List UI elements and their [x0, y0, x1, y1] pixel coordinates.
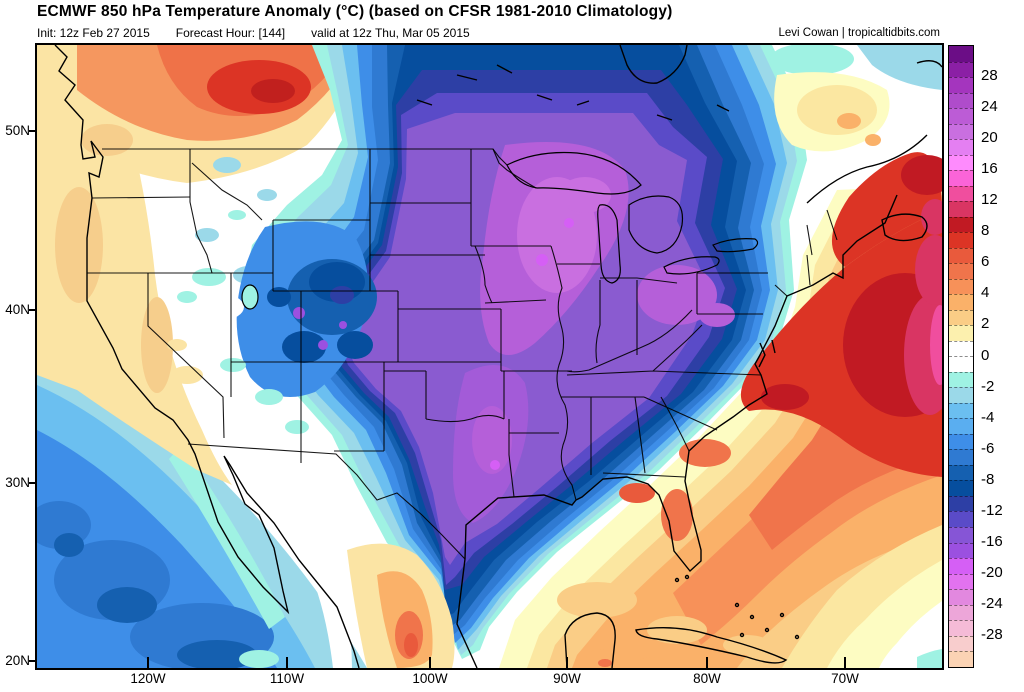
y-axis-label: 40N — [5, 302, 30, 317]
y-axis-label: 50N — [5, 123, 30, 138]
colorbar-segment — [949, 589, 973, 605]
colorbar-segment — [949, 139, 973, 155]
colorbar-segment — [949, 108, 973, 124]
colorbar-tick-label: -24 — [981, 594, 1003, 612]
colorbar-segment — [949, 620, 973, 636]
colorbar-segment — [949, 558, 973, 574]
colorbar-segment — [949, 495, 973, 512]
colorbar-segment — [949, 325, 973, 341]
colorbar-segment — [949, 201, 973, 217]
colorbar-tick-label: -28 — [981, 625, 1003, 643]
colorbar-segment — [949, 635, 973, 652]
colorbar-tick-label: -8 — [981, 470, 995, 488]
colorbar-segment — [949, 573, 973, 590]
colorbar-segment — [949, 340, 973, 357]
mexico-warm-region — [347, 543, 455, 668]
colorbar-segment — [949, 433, 973, 450]
y-axis-label: 30N — [5, 475, 30, 490]
anomaly-map — [37, 45, 942, 668]
y-axis-tick — [29, 660, 35, 662]
colorbar-segment — [949, 77, 973, 93]
colorbar-segment — [949, 511, 973, 527]
colorbar-tick-label: 20 — [981, 129, 998, 147]
colorbar-segment — [949, 418, 973, 434]
colorbar-segment — [949, 402, 973, 419]
colorbar-tick-label: 28 — [981, 67, 998, 85]
colorbar-tick-label: 24 — [981, 98, 998, 116]
y-axis-label: 20N — [5, 653, 30, 668]
colorbar-tick-label: 16 — [981, 160, 998, 178]
colorbar-segment — [949, 232, 973, 248]
x-axis-ticks — [147, 657, 846, 668]
colorbar-segment — [949, 263, 973, 279]
colorbar — [948, 45, 974, 668]
x-axis-label: 90W — [553, 671, 581, 686]
forecast-hour-label: Forecast Hour: [144] — [175, 26, 286, 40]
state-borders — [87, 148, 838, 560]
colorbar-segment — [949, 356, 973, 372]
colorbar-tick-label: 0 — [981, 346, 990, 364]
colorbar-segment — [949, 651, 973, 667]
colorbar-tick-label: -20 — [981, 563, 1003, 581]
colorbar-segment — [949, 247, 973, 264]
attribution: Levi Cowan | tropicaltidbits.com — [778, 27, 941, 39]
colorbar-segment — [949, 371, 973, 388]
colorbar-tick-label: -6 — [981, 439, 995, 457]
colorbar-segment — [949, 604, 973, 621]
colorbar-segment — [949, 449, 973, 465]
colorbar-tick-label: 12 — [981, 191, 998, 209]
x-axis-label: 110W — [269, 671, 305, 686]
colorbar-segment — [949, 542, 973, 559]
colorbar-tick-label: -12 — [981, 501, 1003, 519]
colorbar-segment — [949, 154, 973, 171]
chart-subtitle: Init: 12z Feb 27 2015 Forecast Hour: [144… — [37, 26, 496, 40]
mountain-west-patchwork — [167, 221, 377, 434]
labrador-neutral-region — [770, 45, 942, 152]
colorbar-tick-label: 2 — [981, 315, 990, 333]
colorbar-tick-label: 4 — [981, 284, 990, 302]
colorbar-segment — [949, 123, 973, 140]
colorbar-tick-label: -2 — [981, 377, 995, 395]
colorbar-segment — [949, 46, 973, 62]
colorbar-segment — [949, 309, 973, 326]
x-axis-label: 120W — [130, 671, 166, 686]
colorbar-segment — [949, 387, 973, 403]
colorbar-tick-label: -16 — [981, 532, 1003, 550]
y-axis-tick — [29, 482, 35, 484]
init-label: Init: 12z Feb 27 2015 — [37, 26, 150, 40]
y-axis-tick — [29, 309, 35, 311]
colorbar-segment — [949, 480, 973, 496]
coastlines — [54, 45, 942, 668]
colorbar-segment — [949, 170, 973, 186]
colorbar-segment — [949, 278, 973, 295]
colorbar-segment — [949, 92, 973, 109]
y-axis-tick — [29, 130, 35, 132]
x-axis-label: 70W — [831, 671, 859, 686]
colorbar-tick-label: 8 — [981, 222, 990, 240]
colorbar-segment — [949, 216, 973, 233]
warm-region-atlantic — [499, 152, 942, 668]
colorbar-segment — [949, 526, 973, 543]
x-axis-label: 80W — [693, 671, 721, 686]
colorbar-segment — [949, 61, 973, 78]
pacific-cold-region — [37, 350, 367, 668]
x-axis-label: 100W — [412, 671, 448, 686]
colorbar-tick-label: 6 — [981, 253, 990, 271]
valid-label: valid at 12z Thu, Mar 05 2015 — [311, 26, 470, 40]
colorbar-tick-label: -4 — [981, 408, 995, 426]
colorbar-segment — [949, 185, 973, 202]
colorbar-segment — [949, 464, 973, 481]
colorbar-segment — [949, 294, 973, 310]
map-frame — [35, 43, 944, 670]
chart-title: ECMWF 850 hPa Temperature Anomaly (°C) (… — [37, 3, 673, 20]
